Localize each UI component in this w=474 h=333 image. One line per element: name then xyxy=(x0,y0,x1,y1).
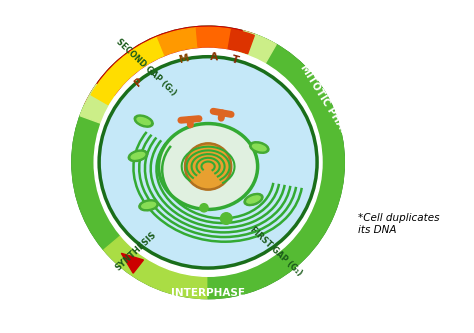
Wedge shape xyxy=(237,31,276,64)
Text: *Cell duplicates
its DNA: *Cell duplicates its DNA xyxy=(358,213,440,235)
Wedge shape xyxy=(208,34,344,299)
Text: MITOTIC PHASE: MITOTIC PHASE xyxy=(298,63,353,143)
Wedge shape xyxy=(85,26,255,114)
Text: A: A xyxy=(210,52,218,62)
Ellipse shape xyxy=(134,115,153,127)
Circle shape xyxy=(94,48,322,276)
Ellipse shape xyxy=(253,144,266,151)
Ellipse shape xyxy=(137,118,150,125)
Text: INTERPHASE: INTERPHASE xyxy=(171,288,245,298)
Circle shape xyxy=(185,144,231,189)
Ellipse shape xyxy=(99,57,317,268)
Wedge shape xyxy=(80,84,115,124)
Ellipse shape xyxy=(142,202,155,208)
Circle shape xyxy=(220,213,232,224)
Wedge shape xyxy=(157,28,198,55)
Ellipse shape xyxy=(244,193,263,205)
Text: T: T xyxy=(231,55,240,66)
Wedge shape xyxy=(228,29,255,54)
Ellipse shape xyxy=(139,200,158,211)
Ellipse shape xyxy=(247,196,260,203)
Wedge shape xyxy=(91,37,165,105)
Ellipse shape xyxy=(128,150,147,162)
Polygon shape xyxy=(121,253,144,273)
Text: P: P xyxy=(133,76,145,89)
Circle shape xyxy=(72,26,344,299)
Ellipse shape xyxy=(250,142,269,153)
Wedge shape xyxy=(72,105,121,250)
Text: SYNTHESIS: SYNTHESIS xyxy=(113,230,158,273)
Ellipse shape xyxy=(131,153,145,159)
Text: FIRST GAP (G₁): FIRST GAP (G₁) xyxy=(248,225,303,278)
Wedge shape xyxy=(104,236,208,299)
Ellipse shape xyxy=(159,124,258,209)
Wedge shape xyxy=(196,27,232,49)
Text: SECOND GAP (G₂): SECOND GAP (G₂) xyxy=(114,37,178,98)
Circle shape xyxy=(200,204,208,212)
Text: M: M xyxy=(178,53,191,66)
